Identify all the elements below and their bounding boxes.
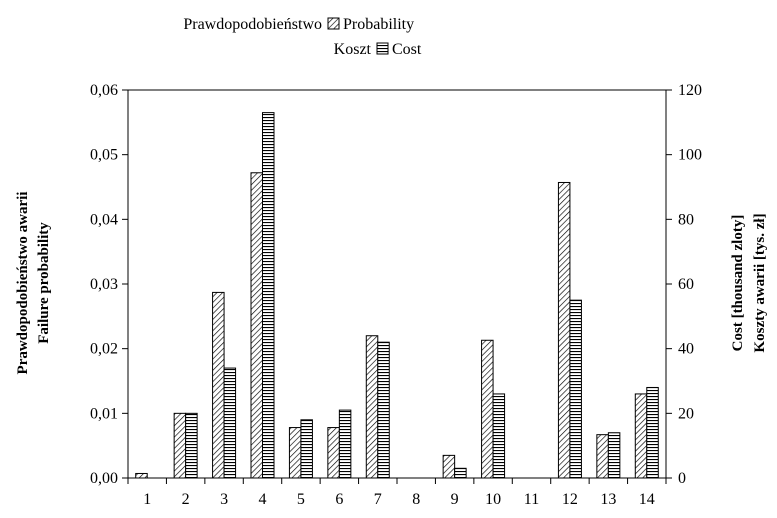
bars <box>135 112 659 479</box>
y-left-axis-title: Prawdopodobieństwo awarii Failure probab… <box>15 192 52 375</box>
y-left-tick-label: 0,05 <box>90 147 118 164</box>
bar-cost <box>223 367 237 479</box>
x-tick-label: 7 <box>374 491 382 508</box>
bar-probability <box>212 291 225 479</box>
y-left-tick-label: 0,04 <box>90 211 118 228</box>
bar-cost <box>377 341 390 479</box>
legend: Prawdopodobieństwo Probability Koszt Cos… <box>183 16 422 58</box>
x-tick-label: 11 <box>524 491 539 508</box>
x-tick-label: 8 <box>412 491 420 508</box>
y-left-tick-label: 0,01 <box>90 405 118 422</box>
x-tick-label: 3 <box>220 491 228 508</box>
x-tick-label: 1 <box>143 491 151 508</box>
bar-probability <box>634 393 648 479</box>
y-right-tick-label: 120 <box>678 82 702 99</box>
bar-probability <box>288 427 302 479</box>
y-right-tick-label: 80 <box>678 211 694 228</box>
y-left-tick-label: 0,00 <box>90 470 118 487</box>
y-left-tick-label: 0,06 <box>90 82 118 99</box>
x-tick-label: 13 <box>600 491 616 508</box>
y-right-tick-label: 100 <box>678 147 702 164</box>
x-tick-label: 12 <box>562 491 578 508</box>
y-right-tick-label: 0 <box>678 470 686 487</box>
bar-cost <box>185 412 198 479</box>
bar-probability <box>557 181 571 479</box>
bar-cost <box>646 386 659 479</box>
bar-probability <box>327 427 340 479</box>
y-left-axis-title-line1: Prawdopodobieństwo awarii <box>15 192 31 375</box>
bar-probability <box>442 454 456 479</box>
legend-label-pl-probability: Prawdopodobieństwo <box>183 16 322 33</box>
legend-label-cost: Cost <box>392 41 422 58</box>
y-right-tick-label: 40 <box>678 341 694 358</box>
y-left-tick-label: 0,02 <box>90 341 118 358</box>
x-tick-label: 4 <box>259 491 267 508</box>
legend-entry-cost: Koszt Cost <box>334 41 422 58</box>
bar-probability <box>135 472 148 479</box>
x-tick-label: 5 <box>297 491 305 508</box>
x-axis: 1 2 3 4 5 6 7 8 9 10 11 12 13 14 <box>127 478 667 508</box>
bar-probability <box>173 412 187 479</box>
bar-probability <box>481 339 494 479</box>
bar-cost <box>262 112 275 479</box>
y-right-axis-title: Cost [thousand zloty] Koszty awarii [tys… <box>730 213 768 352</box>
x-tick-label: 14 <box>639 491 655 508</box>
y-right-tick-label: 20 <box>678 405 694 422</box>
bar-probability <box>365 335 379 479</box>
legend-swatch-cost <box>376 42 389 55</box>
bar-cost <box>300 419 313 479</box>
legend-swatch-probability <box>327 17 340 30</box>
y-right-axis-title-line1: Cost [thousand zloty] <box>730 215 746 352</box>
y-left-tick-label: 0,03 <box>90 276 118 293</box>
legend-entry-probability: Prawdopodobieństwo Probability <box>183 16 414 33</box>
y-right-axis-title-line2: Koszty awarii [tys. zł] <box>752 213 768 352</box>
bar-cost <box>607 432 621 479</box>
x-tick-label: 10 <box>485 491 501 508</box>
x-tick-label: 6 <box>335 491 343 508</box>
bar-cost <box>338 409 352 479</box>
x-tick-label: 9 <box>451 491 459 508</box>
y-right-axis: 0 20 40 60 80 100 120 <box>666 82 702 487</box>
bar-probability <box>596 434 609 479</box>
x-tick-label: 2 <box>182 491 190 508</box>
bar-cost <box>569 299 582 479</box>
y-left-axis-title-line2: Failure probability <box>36 222 52 344</box>
bar-probability <box>250 172 263 479</box>
legend-label-probability: Probability <box>343 16 414 33</box>
y-right-tick-label: 60 <box>678 276 694 293</box>
plot-area <box>127 89 667 479</box>
bar-cost <box>492 393 506 479</box>
bar-cost <box>454 467 467 479</box>
y-left-axis: 0,00 0,01 0,02 0,03 0,04 0,05 0,06 <box>90 82 128 487</box>
legend-label-pl-cost: Koszt <box>334 41 372 58</box>
